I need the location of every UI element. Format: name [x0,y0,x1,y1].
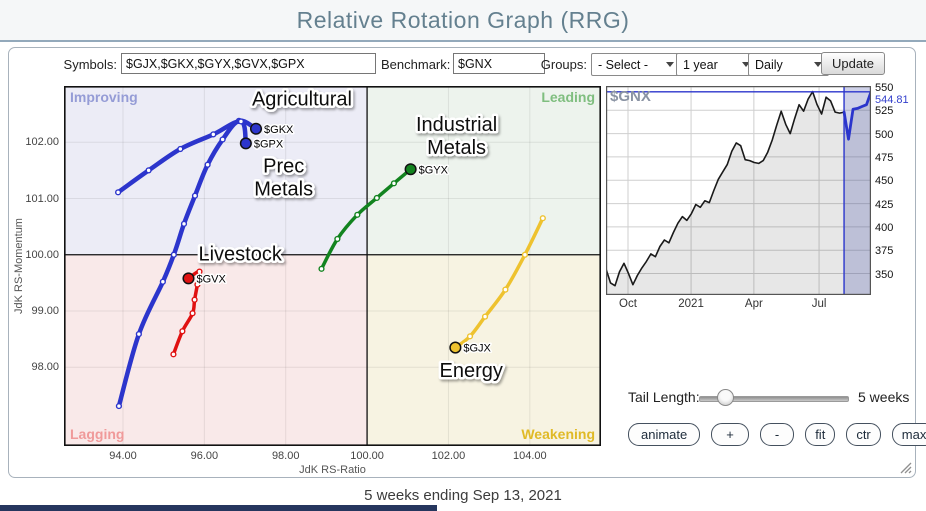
benchmark-y-tick-label: 350 [875,268,894,281]
chart-toolbar: animate + - fit ctr max [628,423,926,446]
benchmark-x-tick-label: Apr [744,298,763,310]
benchmark-symbol-label: $GNX [610,88,651,105]
main-panel: Symbols: Benchmark: Groups: - Select - 1… [8,47,926,478]
benchmark-y-tick-label: 525 [875,105,894,118]
rrg-tail-gkx [116,118,259,409]
update-button[interactable]: Update [821,52,885,75]
x-tick-label: 96.00 [190,450,219,462]
quadrant-label-lagging: Lagging [70,426,124,442]
rrg-point-gvx[interactable] [182,272,195,285]
groups-select[interactable]: - Select - [591,53,681,76]
symbol-tag: $GKX [264,124,294,136]
symbols-input[interactable] [121,53,376,74]
tail-length-slider-track[interactable] [699,396,849,402]
chevron-down-icon [742,62,750,67]
period-select-value: 1 year [683,57,718,72]
quadrant-improving [64,86,368,255]
benchmark-x-tick-label: Jul [811,298,827,310]
symbol-tag: $GPX [254,138,284,150]
svg-text:Energy: Energy [440,360,503,382]
animate-button[interactable]: animate [628,423,701,446]
zoom-out-button[interactable]: - [759,423,795,446]
x-tick-label: 102.00 [431,450,466,462]
symbol-tag: $GYX [419,164,449,176]
symbol-tag: $GVX [196,273,226,285]
groups-label: Groups: [540,57,587,72]
zoom-in-button[interactable]: + [711,423,749,446]
quadrant-label-improving: Improving [70,89,138,105]
period-caption: 5 weeks ending Sep 13, 2021 [364,487,562,504]
svg-text:Metals: Metals [254,179,313,201]
benchmark-x-tick-label: 2021 [678,298,704,310]
tail-length-slider-knob[interactable] [717,389,735,406]
symbol-tag: $GJX [463,343,491,355]
rrg-point-gyx[interactable] [404,163,417,176]
tail-length-value: 5 weeks [858,389,910,405]
page-title: Relative Rotation Graph (RRG) [296,6,630,33]
benchmark-y-tick-label: 550 [875,81,894,94]
maximize-button[interactable]: max [891,423,926,446]
benchmark-y-tick-label: 475 [875,151,894,164]
sector-label: Agricultural [249,86,354,113]
benchmark-y-tick-label: 450 [875,175,894,188]
benchmark-input[interactable] [453,53,545,74]
rrg-point-gjx[interactable] [449,341,462,354]
svg-text:Metals: Metals [427,137,486,159]
rrg-chart[interactable]: Improving Leading Lagging Weakening $GKX $GPX… [64,86,601,446]
benchmark-label: Benchmark: [381,57,451,72]
price-line-highlight [842,90,871,141]
benchmark-y-tick-label: 375 [875,245,894,258]
benchmark-last-price: 544.81 [875,93,909,106]
tail-length-label: Tail Length: [628,389,700,405]
y-tick-label: 98.00 [31,361,59,374]
quadrant-leading [367,86,601,255]
rrg-window-highlight [844,86,871,295]
groups-select-value: - Select - [598,57,649,72]
benchmark-y-tick-label: 400 [875,221,894,234]
quadrant-lagging [64,254,368,446]
y-tick-label: 99.00 [31,305,59,317]
period-select[interactable]: 1 year [676,53,757,76]
bottom-bar [0,505,437,511]
y-tick-label: 102.00 [25,136,59,149]
frequency-select-value: Daily [755,57,783,72]
benchmark-y-tick-label: 500 [875,128,894,141]
title-bar: Relative Rotation Graph (RRG) [0,0,926,42]
price-line [606,90,845,287]
chevron-down-icon [666,62,674,67]
rrg-y-axis-title: JdK RS-Momentum [13,218,25,314]
rrg-point-gkx[interactable] [249,122,263,135]
sector-label: Energy [437,358,505,385]
svg-text:Industrial: Industrial [416,114,497,136]
benchmark-x-tick-label: Oct [619,298,637,310]
chevron-down-icon [814,62,822,67]
benchmark-y-tick-label: 425 [875,198,894,211]
svg-text:Agricultural: Agricultural [252,88,352,110]
frequency-select[interactable]: Daily [748,53,829,76]
resize-handle-icon[interactable] [898,460,912,474]
quadrant-label-leading: Leading [541,89,595,105]
x-tick-label: 104.00 [512,450,547,462]
x-tick-label: 100.00 [350,450,384,462]
symbols-label: Symbols: [63,57,117,72]
y-tick-label: 101.00 [25,192,59,205]
svg-text:Livestock: Livestock [198,244,282,266]
center-button[interactable]: ctr [846,423,881,446]
x-tick-label: 98.00 [271,450,300,462]
sector-label: Livestock [196,241,285,268]
y-tick-label: 100.00 [25,248,59,261]
x-tick-label: 94.00 [109,450,137,462]
benchmark-chart [606,86,871,295]
fit-button[interactable]: fit [805,423,836,446]
quadrant-label-weakening: Weakening [521,426,595,442]
rrg-point-gpx[interactable] [239,137,252,150]
svg-text:Prec: Prec [263,156,304,178]
quadrant-weakening [367,254,601,446]
rrg-x-axis-title: JdK RS-Ratio [299,464,366,476]
